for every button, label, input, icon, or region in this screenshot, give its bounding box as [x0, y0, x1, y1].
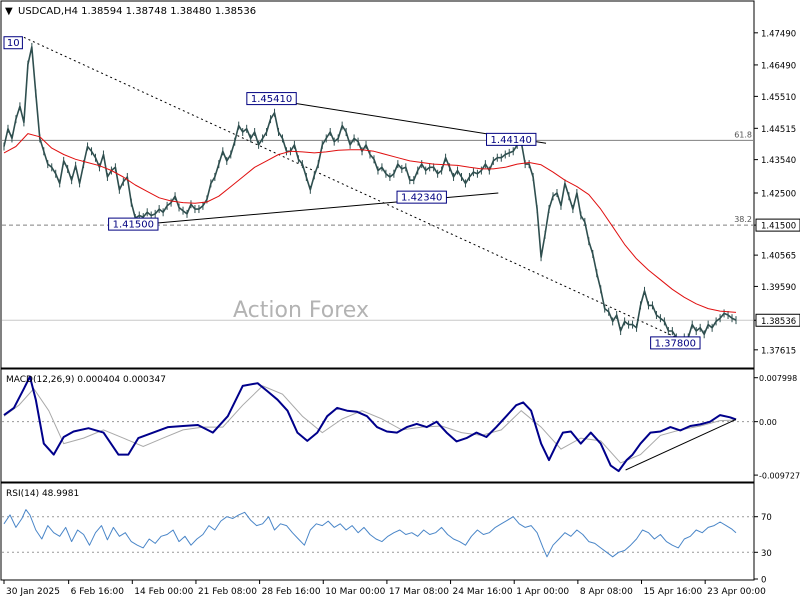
price-label-box	[108, 217, 159, 231]
price-tick-label: 1.37615	[761, 346, 796, 356]
time-tick-label: 8 Apr 08:00	[580, 587, 633, 597]
price-tick-box	[755, 313, 800, 327]
time-tick-label: 30 Jan 2025	[6, 587, 60, 597]
macd-chart	[2, 375, 753, 473]
time-tick-label: 1 Apr 00:00	[516, 587, 569, 597]
time-tick-label: 23 Apr 00:00	[707, 587, 766, 597]
macd-tick-label: 0.00	[759, 418, 777, 427]
rsi-panel-frame	[0, 482, 755, 581]
price-label-box	[396, 190, 447, 204]
price-label-box	[486, 132, 537, 146]
time-tick-label: 17 Mar 08:00	[389, 587, 449, 597]
watermark: Action Forex	[233, 298, 369, 323]
price-tick-label: 1.42500	[761, 190, 796, 200]
price-label-box	[246, 92, 297, 106]
price-label: 1.42340	[401, 193, 442, 204]
price-label-box	[3, 36, 23, 50]
time-tick-label: 10 Mar 00:00	[325, 587, 385, 597]
price-label: 1.41500	[113, 220, 154, 231]
macd-signal-line	[3, 385, 737, 464]
price-label: 1.44140	[491, 135, 532, 146]
rsi-tick-label: 0	[761, 576, 766, 586]
rsi-title: RSI(14) 48.9981	[6, 489, 79, 499]
price-tick-label: 1.44515	[761, 125, 796, 135]
symbol-info: USDCAD,H4 1.38594 1.38748 1.38480 1.3853…	[18, 6, 256, 17]
moving-average-line	[3, 133, 737, 313]
price-tick-label: 1.41500	[761, 222, 796, 232]
time-tick-label: 28 Feb 16:00	[262, 587, 321, 597]
price-tick-box	[755, 218, 800, 232]
macd-title: MACD(12,26,9) 0.000404 0.000347	[6, 375, 166, 385]
rsi-chart	[2, 509, 753, 558]
price-chart: 61.8 38.2 10 1.45410 1.44140 1.42340 1.41500 1.…	[2, 36, 753, 350]
price-tick-label: 1.40565	[761, 252, 796, 262]
macd-trendline-0	[625, 419, 737, 471]
axes: 1.47490 1.46490 1.45510 1.44515 1.43540 1.425…	[3, 29, 800, 597]
time-tick-label: 15 Apr 16:00	[644, 587, 703, 597]
price-tick-label: 1.45510	[761, 93, 796, 103]
price-tick-label: 1.46490	[761, 61, 796, 71]
price-panel-frame	[0, 0, 755, 369]
price-tick-label: 1.38536	[761, 317, 796, 327]
level-label-1: 38.2	[734, 215, 752, 224]
price-label: 1.37800	[655, 338, 696, 349]
time-tick-label: 6 Feb 16:00	[71, 587, 125, 597]
price-tick-label: 1.43540	[761, 156, 796, 166]
price-label: 1.45410	[251, 94, 292, 105]
time-tick-label: 21 Feb 08:00	[198, 587, 257, 597]
level-label-0: 61.8	[734, 130, 752, 139]
price-trendline-0	[23, 36, 691, 345]
macd-panel-frame	[0, 368, 755, 483]
macd-tick-label: 0.007998	[759, 374, 797, 383]
macd-tick-label: -0.009727	[759, 472, 800, 481]
time-tick-label: 14 Feb 00:00	[134, 587, 193, 597]
macd-main-line	[3, 375, 737, 473]
price-label: 10	[7, 38, 20, 49]
rsi-tick-label: 70	[761, 513, 772, 523]
rsi-line	[3, 509, 737, 558]
collapse-arrow-icon[interactable]: ▼	[5, 6, 13, 17]
price-label-box	[650, 336, 701, 350]
price-tick-label: 1.39590	[761, 283, 796, 293]
rsi-tick-label: 30	[761, 549, 772, 559]
price-tick-label: 1.47490	[761, 29, 796, 39]
time-tick-label: 24 Mar 16:00	[453, 587, 513, 597]
